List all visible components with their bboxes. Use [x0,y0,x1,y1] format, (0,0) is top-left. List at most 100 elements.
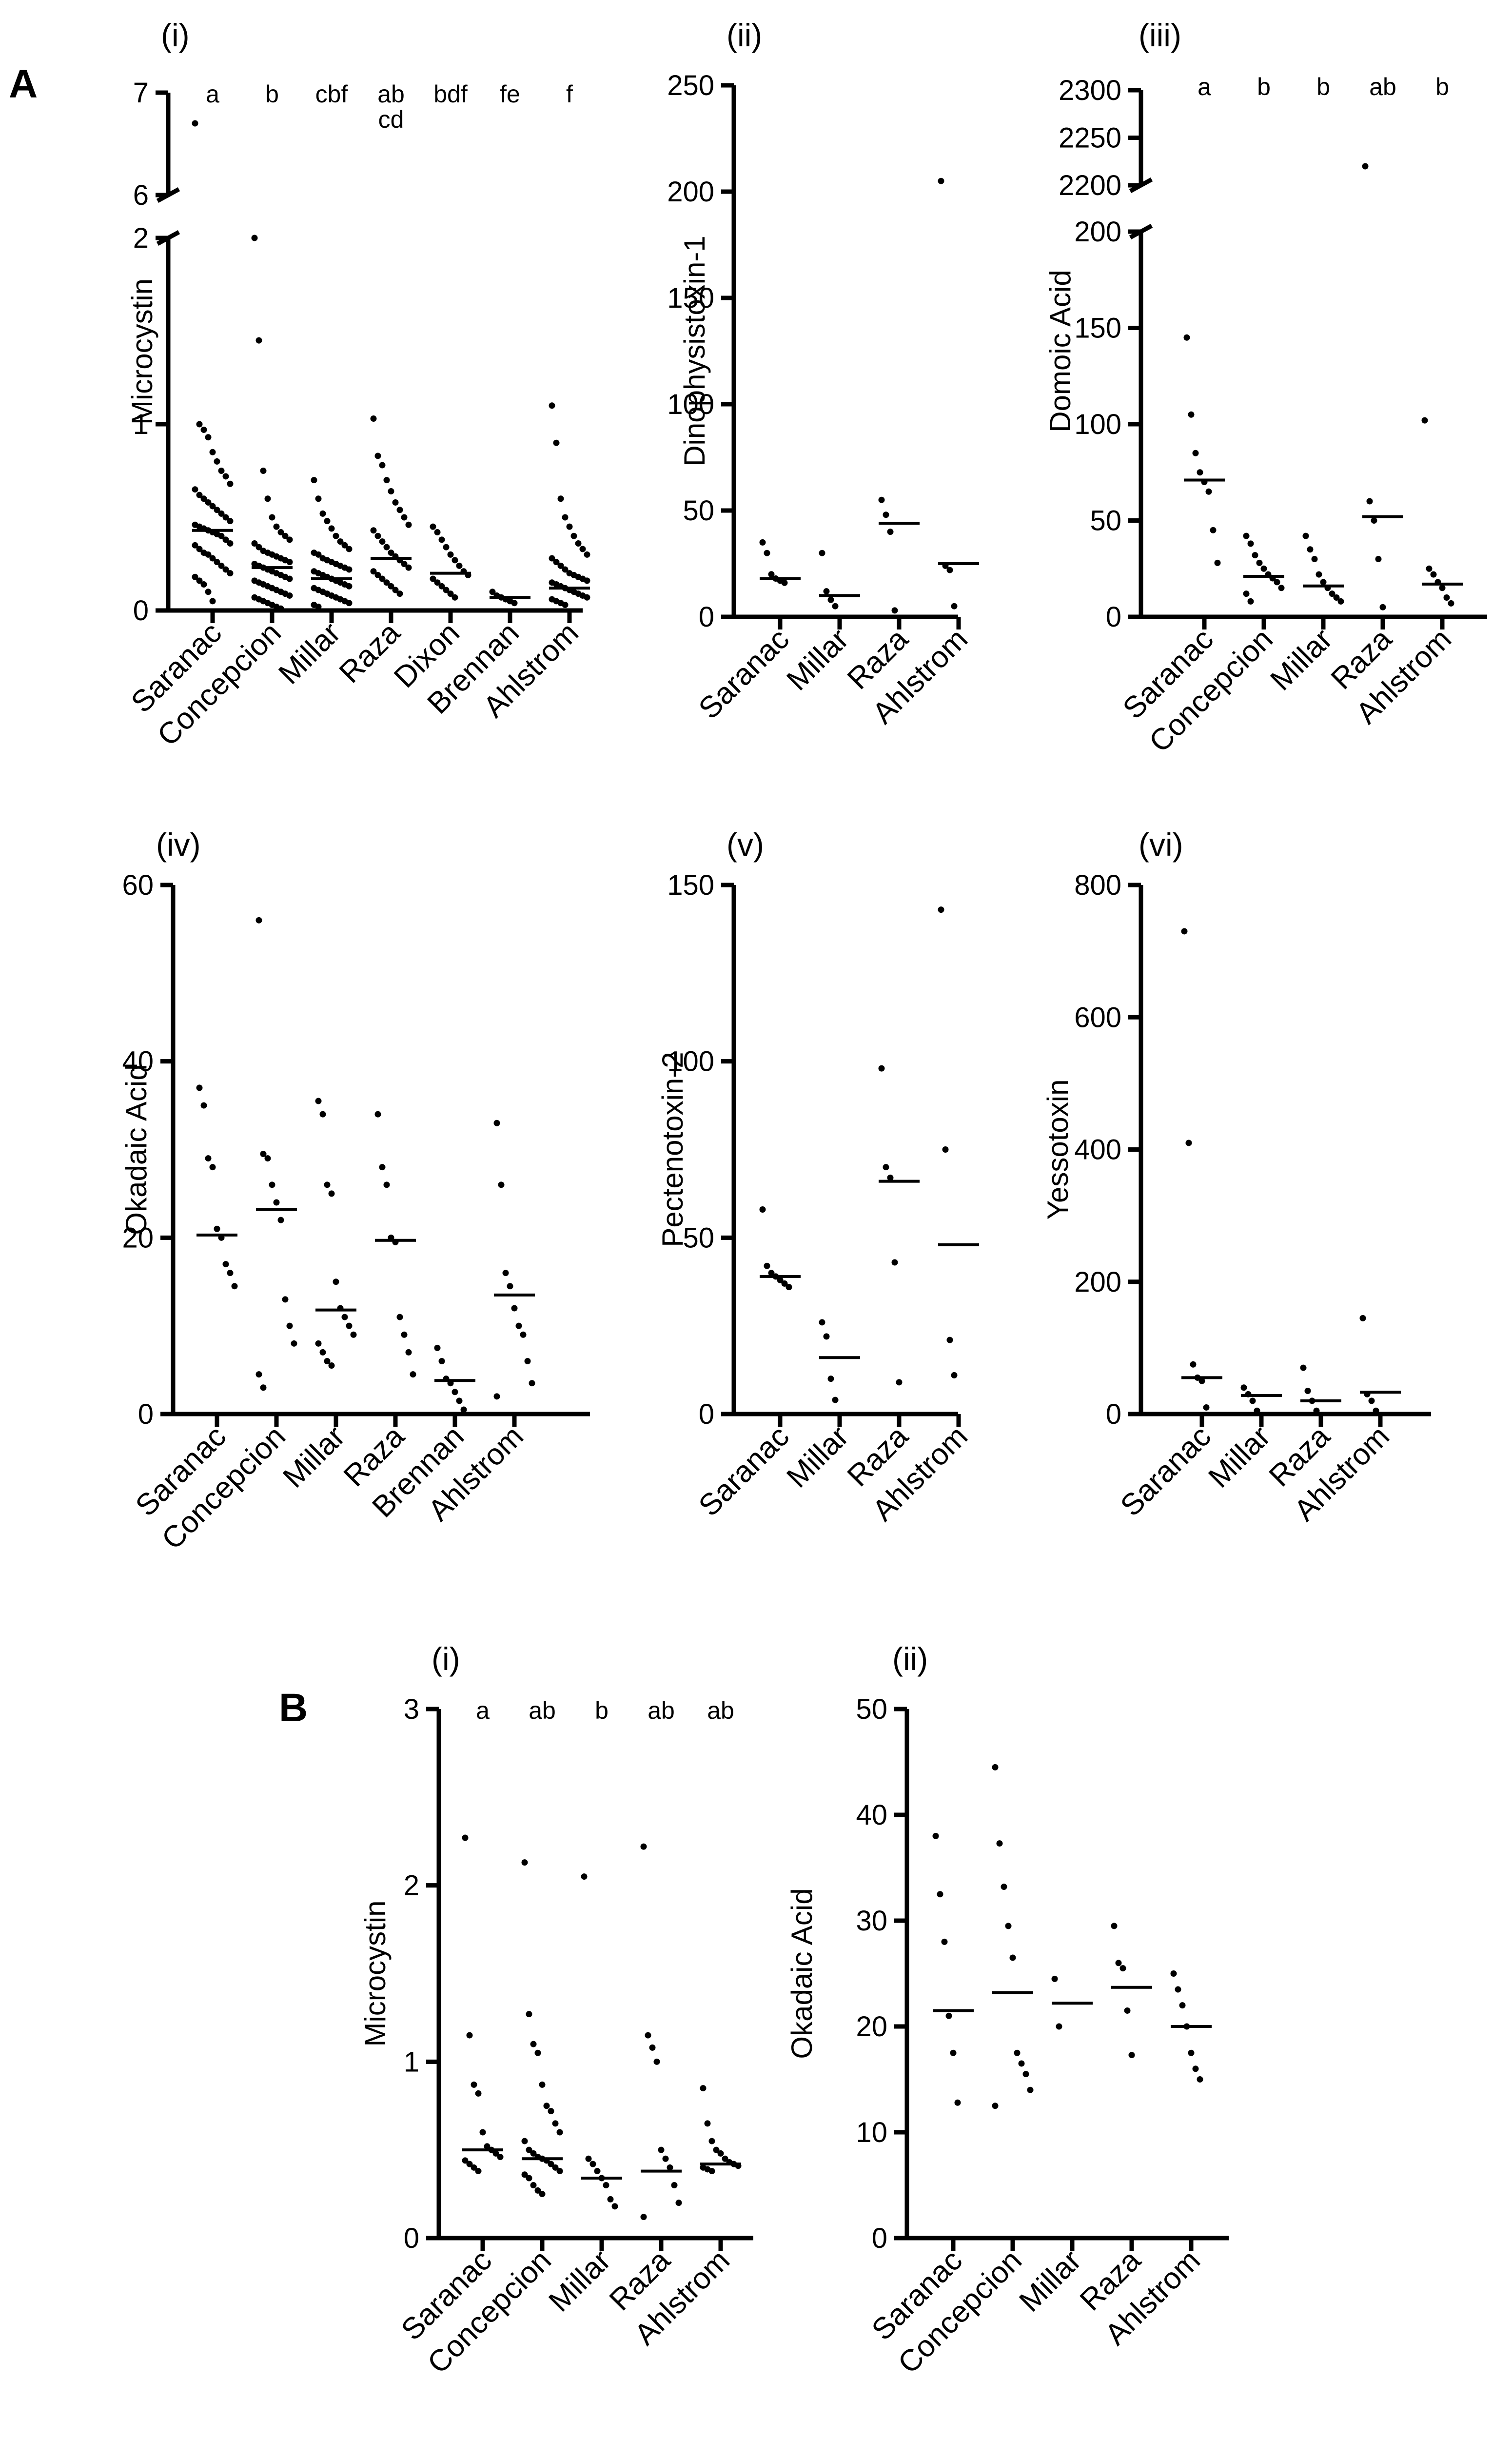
data-point [1379,604,1386,610]
data-point [562,566,569,573]
y-tick-label: 3 [404,1693,419,1725]
y-axis-label: Okadaic Acid [120,1064,153,1235]
data-point [222,514,229,521]
data-point [456,562,463,569]
y-axis-label: Dinophysistoxin-1 [678,236,711,467]
data-point [497,2154,504,2161]
data-point [273,523,280,530]
data-point [581,1873,588,1880]
data-point [938,906,944,913]
data-point [1274,579,1280,586]
data-point [264,495,271,502]
data-point [735,2163,742,2169]
data-point [1278,585,1285,591]
data-point [539,2081,546,2088]
data-point [1373,1407,1379,1414]
data-point [520,1331,527,1338]
data-point [946,1337,953,1343]
y-tick-label: 1 [404,2046,419,2078]
data-point [260,468,267,474]
data-point [196,546,203,552]
data-point [713,2146,720,2153]
data-point [529,1380,535,1387]
data-point [722,2155,728,2162]
y-tick-label: 0 [872,2222,887,2254]
data-point [566,523,573,530]
data-point [192,486,198,493]
data-point [1337,598,1344,605]
panel-label: (i) [161,17,190,53]
data-point [781,1280,788,1287]
significance-letter: bdf [433,80,468,108]
data-point [570,532,577,539]
data-point [1245,1391,1252,1397]
y-tick-label: 400 [1074,1134,1121,1166]
data-point [557,562,564,569]
data-point [1375,556,1382,562]
data-point [932,1832,939,1839]
data-point [1324,585,1331,591]
y-tick-label: 100 [667,389,714,420]
data-point [196,577,203,584]
data-point [942,1146,949,1153]
data-point [260,1384,267,1391]
data-point [277,605,284,612]
significance-letter: a [476,1697,490,1724]
data-point [434,529,441,536]
data-point [311,477,317,484]
data-point [1243,532,1250,539]
data-point [379,462,386,469]
significance-letter: f [566,80,573,108]
data-point [954,2099,961,2106]
data-point [218,532,225,539]
data-point [945,2012,952,2019]
data-point [1362,163,1369,170]
data-point [328,1190,335,1197]
data-point [443,587,450,593]
data-point [557,495,564,502]
data-point [277,1217,284,1223]
chart-microcystin-b: (i)0123MicrocystinSaranacaConcepcionabMi… [359,1641,753,2380]
data-point [443,544,450,551]
data-point [319,1111,326,1118]
significance-letter: b [1316,73,1330,100]
data-point [396,590,403,597]
data-point [548,2108,554,2115]
data-point [227,1270,234,1277]
y-axis-label: Yessotoxin [1041,1080,1074,1220]
data-point [1188,411,1195,418]
y-tick-label: 0 [699,1398,714,1430]
data-point [222,536,229,543]
data-point [388,583,394,590]
data-point [671,2182,678,2188]
y-tick-label: 800 [1074,869,1121,901]
data-point [511,600,518,607]
data-point [1254,1407,1260,1414]
data-point [515,1322,522,1329]
panel-label: (i) [432,1641,460,1677]
y-tick-label: 600 [1074,1002,1121,1033]
data-point [1009,1954,1016,1961]
data-point [405,1349,412,1356]
data-point [883,511,889,518]
data-point [1247,540,1254,547]
data-point [392,499,399,506]
data-point [200,495,207,502]
data-point [1188,2049,1195,2056]
data-point [1256,559,1263,566]
y-tick-label: 250 [667,70,714,101]
data-point [1005,1923,1012,1929]
data-point [640,1843,647,1850]
data-point [950,2049,957,2056]
data-point [460,1406,467,1413]
data-point [196,421,203,428]
chart-dinophysistoxin: (ii) 0 50 100 150 200 250 Dinophysistoxin-1 Sara… [667,17,979,730]
data-point [328,525,335,532]
data-point [434,579,441,586]
data-point [598,2175,605,2182]
data-point [315,1340,322,1347]
data-point [594,2168,601,2175]
data-point [1265,571,1272,578]
data-point [319,1349,326,1356]
y-tick-label: 0 [133,595,149,627]
